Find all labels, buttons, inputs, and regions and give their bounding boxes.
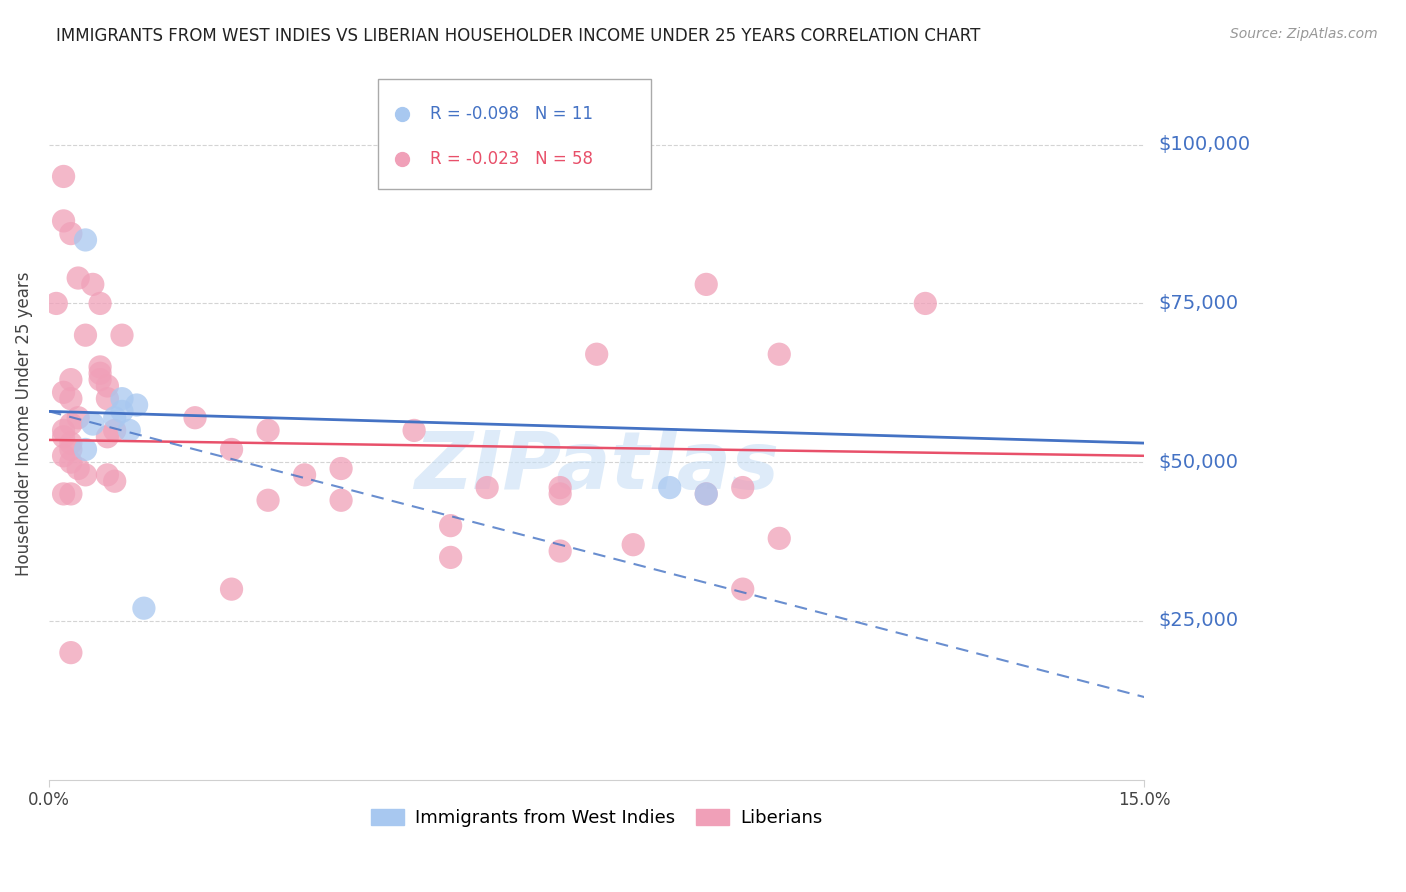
Point xyxy=(89,296,111,310)
Point xyxy=(52,487,75,501)
Point xyxy=(59,373,82,387)
Point xyxy=(330,493,353,508)
Point xyxy=(75,442,97,457)
Text: $100,000: $100,000 xyxy=(1159,136,1250,154)
Point xyxy=(75,233,97,247)
Point xyxy=(440,518,463,533)
Point xyxy=(104,474,127,488)
Point xyxy=(75,328,97,343)
FancyBboxPatch shape xyxy=(378,79,651,189)
Point xyxy=(548,487,571,501)
Point xyxy=(695,277,717,292)
Text: $50,000: $50,000 xyxy=(1159,452,1239,472)
Point xyxy=(82,277,104,292)
Point xyxy=(731,582,754,596)
Point xyxy=(104,410,127,425)
Point xyxy=(132,601,155,615)
Point xyxy=(404,424,426,438)
Point xyxy=(52,169,75,184)
Point xyxy=(96,467,118,482)
Point xyxy=(52,214,75,228)
Point xyxy=(731,481,754,495)
Point xyxy=(75,467,97,482)
Point xyxy=(89,366,111,380)
Point xyxy=(59,455,82,469)
Point xyxy=(52,424,75,438)
Point xyxy=(96,392,118,406)
Text: ZIPatlas: ZIPatlas xyxy=(415,428,779,506)
Text: $75,000: $75,000 xyxy=(1159,294,1239,313)
Point xyxy=(67,410,90,425)
Point xyxy=(695,487,717,501)
Point xyxy=(67,461,90,475)
Point xyxy=(111,404,134,418)
Text: R = -0.098   N = 11: R = -0.098 N = 11 xyxy=(430,105,593,123)
Point xyxy=(221,442,243,457)
Point xyxy=(59,487,82,501)
Point xyxy=(52,430,75,444)
Point xyxy=(59,227,82,241)
Legend: Immigrants from West Indies, Liberians: Immigrants from West Indies, Liberians xyxy=(364,802,830,835)
Point xyxy=(548,544,571,558)
Point xyxy=(111,392,134,406)
Point xyxy=(914,296,936,310)
Point xyxy=(621,538,644,552)
Point xyxy=(184,410,207,425)
Point xyxy=(59,442,82,457)
Point xyxy=(52,449,75,463)
Text: $25,000: $25,000 xyxy=(1159,611,1239,631)
Point xyxy=(59,417,82,431)
Point xyxy=(104,424,127,438)
Point xyxy=(257,424,280,438)
Text: Source: ZipAtlas.com: Source: ZipAtlas.com xyxy=(1230,27,1378,41)
Point xyxy=(67,271,90,285)
Y-axis label: Householder Income Under 25 years: Householder Income Under 25 years xyxy=(15,272,32,576)
Point xyxy=(52,385,75,400)
Point xyxy=(59,436,82,450)
Point xyxy=(96,430,118,444)
Point xyxy=(111,328,134,343)
Text: IMMIGRANTS FROM WEST INDIES VS LIBERIAN HOUSEHOLDER INCOME UNDER 25 YEARS CORREL: IMMIGRANTS FROM WEST INDIES VS LIBERIAN … xyxy=(56,27,980,45)
Point xyxy=(768,532,790,546)
Point xyxy=(89,359,111,374)
Point xyxy=(294,467,316,482)
Point xyxy=(440,550,463,565)
Point xyxy=(45,296,67,310)
Text: R = -0.023   N = 58: R = -0.023 N = 58 xyxy=(430,150,593,168)
Point xyxy=(585,347,607,361)
Point xyxy=(695,487,717,501)
Point xyxy=(96,379,118,393)
Point xyxy=(658,481,681,495)
Point xyxy=(257,493,280,508)
Point xyxy=(82,417,104,431)
Point xyxy=(475,481,498,495)
Point xyxy=(89,373,111,387)
Point xyxy=(768,347,790,361)
Point xyxy=(59,646,82,660)
Point xyxy=(59,392,82,406)
Point xyxy=(118,424,141,438)
Point xyxy=(330,461,353,475)
Point xyxy=(548,481,571,495)
Point xyxy=(125,398,148,412)
Point xyxy=(221,582,243,596)
